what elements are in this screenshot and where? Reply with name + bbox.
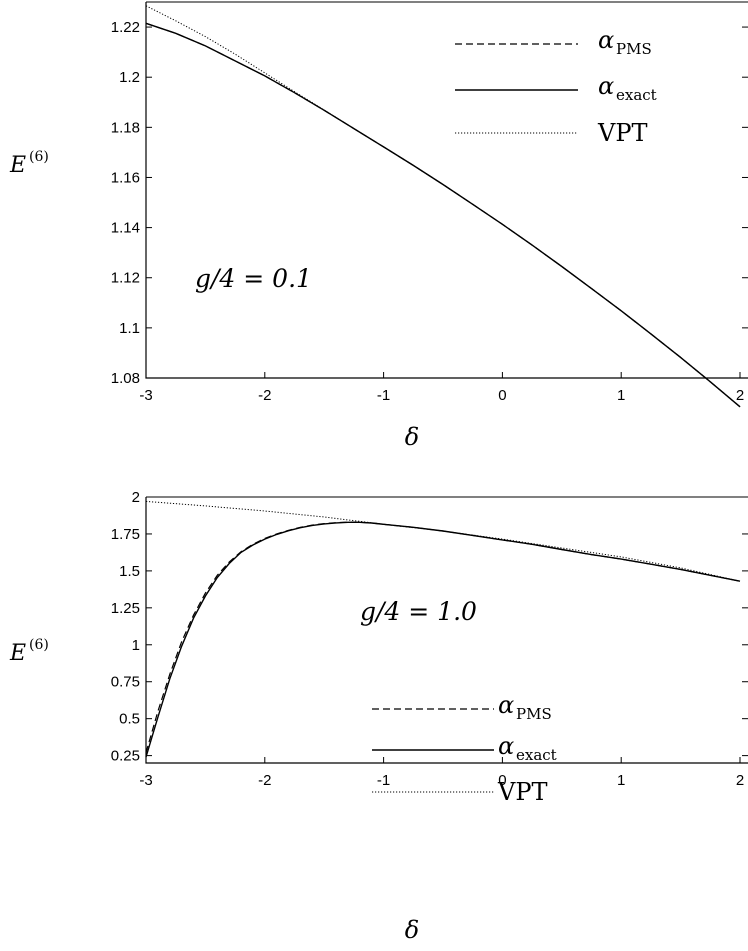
y-tick-label: 1.18 — [111, 119, 140, 136]
y-axis-label-superscript: (6) — [29, 149, 49, 165]
y-axis-label-superscript: (6) — [29, 637, 49, 653]
series-line-solid — [145, 521, 741, 758]
coupling-annotation: g/4 = 0.1 — [195, 264, 312, 293]
legend-label: VPT — [497, 778, 548, 806]
y-tick-label: 1.16 — [111, 169, 140, 186]
x-tick-label: -2 — [258, 387, 271, 404]
legend-label: VPT — [597, 119, 648, 147]
legend-label-subscript: exact — [616, 86, 657, 104]
y-tick-label: 0.75 — [111, 674, 140, 691]
y-tick-label: 1 — [132, 637, 140, 654]
legend-label: α — [498, 691, 514, 719]
x-tick-label: -3 — [139, 772, 152, 789]
legend-label: α — [498, 732, 514, 760]
y-tick-label: 0.5 — [119, 711, 140, 728]
y-tick-label: 1.75 — [111, 526, 140, 543]
legend-label: α — [598, 26, 614, 54]
y-tick-label: 1.08 — [111, 370, 140, 387]
x-tick-label: 2 — [736, 772, 744, 789]
legend-label-subscript: exact — [516, 746, 557, 764]
legend-label: α — [598, 72, 614, 100]
y-axis-label: E — [9, 153, 26, 178]
axis-frame — [145, 2, 748, 379]
y-tick-label: 1.14 — [111, 220, 140, 237]
x-tick-label: -2 — [258, 772, 271, 789]
chart-1: 1.08 1.1 1.12 1.14 1.16 1.18 1.2 1.22 -3 -2 -1 0 1 2 E… — [9, 1, 748, 451]
y-tick-label: 1.12 — [111, 270, 140, 287]
x-axis-label: δ — [405, 423, 419, 451]
y-tick-label: 1.1 — [119, 320, 140, 337]
y-tick-label: 1.5 — [119, 563, 140, 580]
x-tick-label: 2 — [736, 387, 744, 404]
x-tick-label: -1 — [377, 387, 390, 404]
x-tick-label: 1 — [617, 387, 625, 404]
x-tick-label: 1 — [617, 772, 625, 789]
x-tick-label: -1 — [377, 772, 390, 789]
x-axis-label: δ — [405, 916, 419, 944]
x-tick-label: 0 — [498, 387, 506, 404]
y-axis-label: E — [9, 641, 26, 666]
y-tick-label: 1.25 — [111, 600, 140, 617]
legend-label-subscript: PMS — [516, 705, 552, 723]
y-tick-label: 2 — [132, 489, 140, 506]
coupling-annotation: g/4 = 1.0 — [360, 597, 477, 626]
x-tick-label: -3 — [139, 387, 152, 404]
y-tick-label: 0.25 — [111, 748, 140, 765]
series-line-dotted — [145, 5, 741, 408]
chart-2: 0.25 0.5 0.75 1 1.25 1.5 1.75 2 -3 -2 -1 0 1 2 E (6) δ g/… — [9, 489, 748, 944]
series-line-dotted — [145, 500, 741, 582]
series-line-dashed — [145, 521, 741, 753]
x-tick-label: 0 — [498, 772, 506, 789]
series-line-solid — [145, 22, 741, 408]
y-tick-label: 1.22 — [111, 19, 140, 36]
series-line-dashed — [145, 22, 741, 408]
legend-label-subscript: PMS — [616, 40, 652, 58]
y-tick-label: 1.2 — [119, 69, 140, 86]
axis-frame — [145, 497, 748, 764]
